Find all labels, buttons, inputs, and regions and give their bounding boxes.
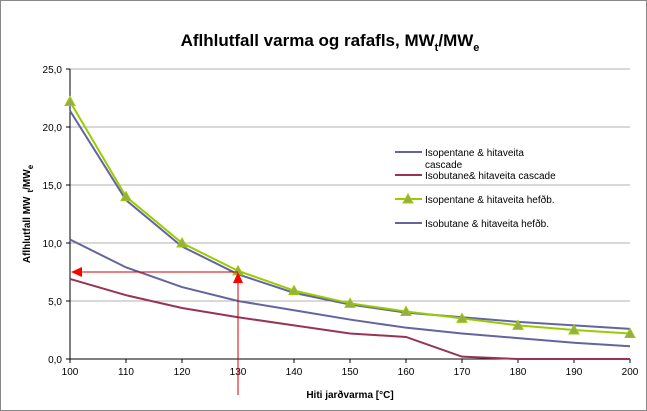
legend-label: Isopentane & hitaveita cascade — [425, 148, 524, 171]
x-tick-label: 160 — [398, 367, 415, 378]
marker — [624, 327, 636, 338]
chart-title: Aflhlutfall varma og rafafls, MWt/MWe — [181, 31, 480, 54]
x-tick-label: 140 — [286, 367, 303, 378]
x-axis-label: Hiti jarðvarma [°C] — [306, 389, 393, 401]
legend-marker — [402, 192, 414, 204]
x-tick-label: 170 — [454, 367, 471, 378]
series-line — [69, 277, 630, 360]
series-line — [69, 238, 631, 348]
legend-label: Isobutane& hitaveita cascade — [425, 171, 556, 182]
legend-label: Isopentane & hitaveita hefðb. — [425, 194, 555, 206]
marker — [400, 305, 412, 316]
x-tick-label: 110 — [118, 367, 134, 378]
y-tick-label: 0,0 — [48, 355, 62, 366]
x-tick-label: 190 — [566, 367, 583, 378]
y-tick-label: 5,0 — [48, 297, 62, 308]
x-tick-label: 200 — [622, 367, 639, 378]
marker — [568, 323, 580, 335]
legend-label: Isobutane & hitaveita hefðb. — [425, 218, 549, 230]
x-tick-label: 120 — [174, 367, 191, 378]
marker — [288, 284, 300, 296]
arrowhead — [233, 272, 243, 283]
y-axis-label: Aflhlutfall MWt/MWe — [22, 164, 35, 263]
y-tick-label: 25,0 — [43, 65, 63, 76]
x-tick-label: 150 — [342, 367, 359, 378]
y-tick-label: 20,0 — [43, 123, 63, 134]
marker — [344, 297, 356, 308]
marker — [64, 95, 76, 106]
arrowhead — [71, 267, 82, 277]
marker — [176, 236, 188, 248]
annotation-arrows — [71, 267, 243, 395]
marker — [120, 190, 132, 202]
y-tick-label: 15,0 — [43, 181, 63, 192]
y-tick-label: 10,0 — [43, 239, 63, 250]
x-tick-label: 180 — [510, 367, 527, 378]
x-tick-label: 100 — [62, 367, 79, 378]
marker — [512, 319, 524, 330]
marker — [456, 312, 468, 323]
